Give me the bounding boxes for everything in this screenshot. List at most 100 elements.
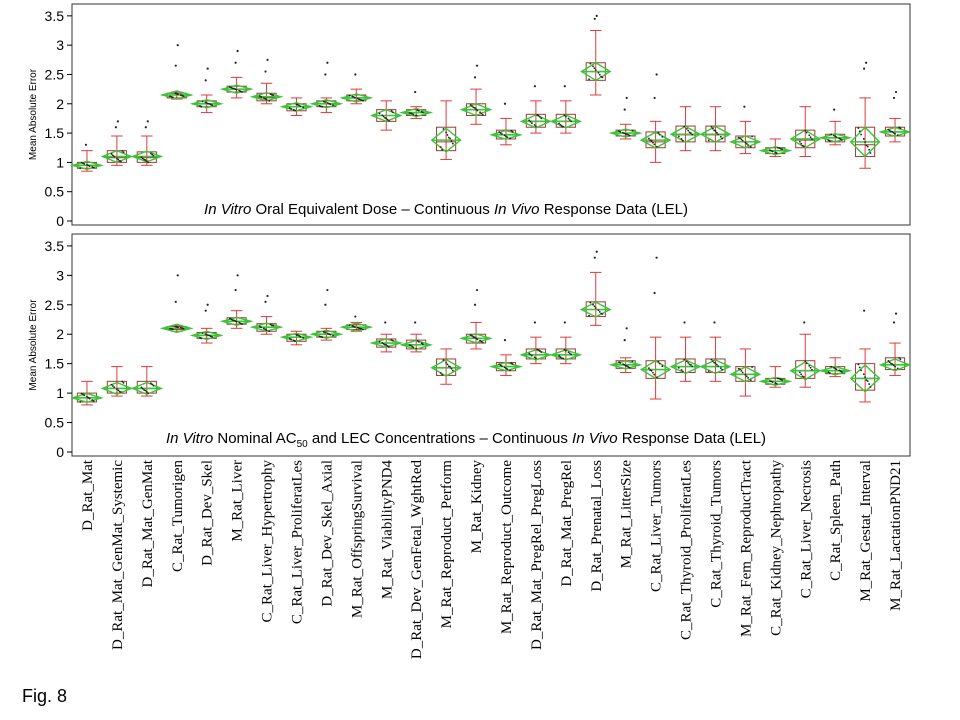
iqr-box [675,358,696,374]
outlier-point [236,274,239,277]
outlier-point [204,309,207,312]
data-point [622,363,624,365]
outlier-point [653,96,656,100]
data-point [828,140,831,143]
data-point [351,95,354,98]
data-point [110,153,113,155]
outlier-point [863,309,866,312]
data-point [740,369,743,372]
data-point [447,136,450,139]
data-point [597,309,600,312]
outlier-point [354,73,357,76]
data-point [711,360,714,363]
data-point [229,317,231,320]
data-point [115,388,118,390]
data-point [511,363,514,365]
data-point [199,336,201,339]
data-point [534,357,537,360]
data-point [740,138,743,141]
y-tick-label: 0.5 [45,415,65,431]
data-point [631,129,634,132]
data-point [689,364,692,366]
iqr-box [705,358,726,374]
data-point [352,96,355,98]
data-point [562,357,565,360]
outlier-point [713,321,716,324]
iqr-box [436,126,457,152]
box-group [339,73,374,105]
category-label: C_Rat_Spleen_Path [828,460,844,581]
data-point [211,104,213,107]
outlier-point [623,108,626,111]
category-label: M_Rat_Kidney [469,460,485,554]
data-point [270,94,273,96]
data-point [415,347,418,350]
outlier-point [863,67,866,70]
data-point [420,110,423,113]
data-point [80,392,83,395]
box-group [549,321,583,365]
data-point [79,401,82,403]
data-point [808,364,811,367]
data-point [899,358,902,361]
data-point [648,367,650,370]
data-point [238,89,241,92]
outlier-point [623,339,626,342]
data-point [658,133,661,136]
data-point [717,133,720,136]
data-point [82,393,84,396]
data-point [230,86,233,89]
data-point [710,125,713,128]
data-point [834,135,837,138]
data-point [382,115,385,118]
data-point [169,95,171,98]
data-point [149,152,152,155]
data-point [86,395,88,398]
data-point [530,122,533,124]
data-point [292,108,295,111]
data-point [592,303,594,306]
box-group [608,96,643,140]
title-segment: In Vivo [572,430,618,447]
data-point [830,133,833,136]
data-point [381,114,384,117]
data-point [563,348,566,351]
data-point [737,367,740,370]
data-point [711,127,714,130]
data-point [649,139,652,142]
category-label: D_Rat_Dev_Skel_Axial [319,460,335,607]
data-point [449,137,452,140]
data-point [721,368,724,371]
title-segment: 50 [297,439,309,450]
data-point [288,337,291,340]
data-point [382,342,385,345]
data-point [858,366,861,369]
data-point [529,120,532,123]
data-point [685,127,688,130]
data-point [707,139,710,142]
data-point [113,386,116,389]
data-point [830,365,833,368]
data-point [749,379,752,382]
data-point [600,75,603,78]
outlier-point [206,303,209,306]
data-point [862,373,865,376]
data-point [147,161,150,164]
data-point [409,344,412,347]
box-group [489,102,523,146]
data-point [356,97,359,100]
outlier-point [593,17,596,20]
data-point [803,376,805,378]
data-point [79,167,82,170]
data-point [858,130,861,133]
category-label: D_Rat_Dev_GenFetal_WghtRed [409,460,425,660]
data-point [593,305,596,308]
data-point [390,110,393,112]
data-point [563,114,566,117]
box-group [878,90,912,143]
category-label: M_Rat_Reproduct_Outcome [499,460,515,634]
data-point [779,147,782,150]
data-point [715,363,718,366]
data-point [451,369,454,372]
data-point [381,341,384,344]
